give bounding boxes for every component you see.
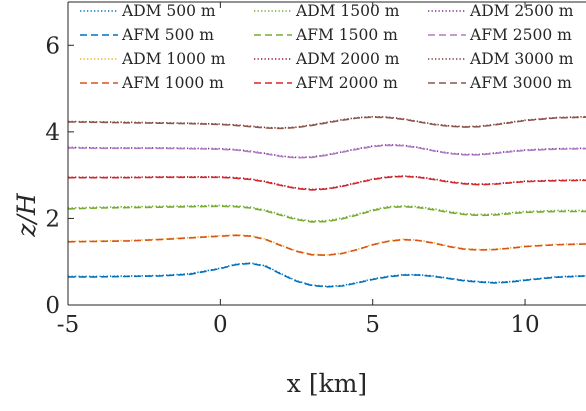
series-line-5: [67, 204, 586, 222]
y-tick-label: 2: [45, 206, 60, 232]
series-line-8: [68, 175, 586, 191]
series-layer: [67, 115, 586, 288]
legend-label-11: ADM 3000 m: [469, 50, 574, 68]
series-line-4: [67, 234, 586, 256]
legend-label-9: ADM 2500 m: [469, 2, 574, 20]
legend-label-7: ADM 2000 m: [295, 50, 400, 68]
legend-label-2: AFM 500 m: [121, 26, 214, 44]
legend-label-8: AFM 2000 m: [295, 74, 398, 92]
y-tick-label: 0: [45, 293, 60, 319]
legend-label-6: AFM 1500 m: [295, 26, 398, 44]
y-tick-label: 6: [45, 33, 60, 59]
series-line-12: [67, 116, 586, 130]
series-line-6: [67, 205, 586, 223]
legend-label-10: AFM 2500 m: [469, 26, 572, 44]
legend-label-3: ADM 1000 m: [121, 50, 226, 68]
x-tick-label: 0: [213, 312, 228, 338]
x-axis-label: x [km]: [287, 369, 367, 398]
y-axis-label: z/H: [12, 192, 41, 238]
x-tick-label: 10: [510, 312, 539, 338]
y-tick-label: 4: [45, 120, 60, 146]
series-line-2: [68, 262, 586, 288]
x-tick-label: -5: [57, 312, 79, 338]
series-line-10: [67, 144, 586, 159]
legend-label-4: AFM 1000 m: [121, 74, 224, 92]
legend: ADM 500 m AFM 500 m ADM 1000 m AFM 1000 m AD…: [80, 2, 574, 92]
legend-label-12: AFM 3000 m: [469, 74, 572, 92]
legend-label-5: ADM 1500 m: [295, 2, 400, 20]
legend-label-1: ADM 500 m: [121, 2, 216, 20]
x-tick-label: 5: [365, 312, 380, 338]
